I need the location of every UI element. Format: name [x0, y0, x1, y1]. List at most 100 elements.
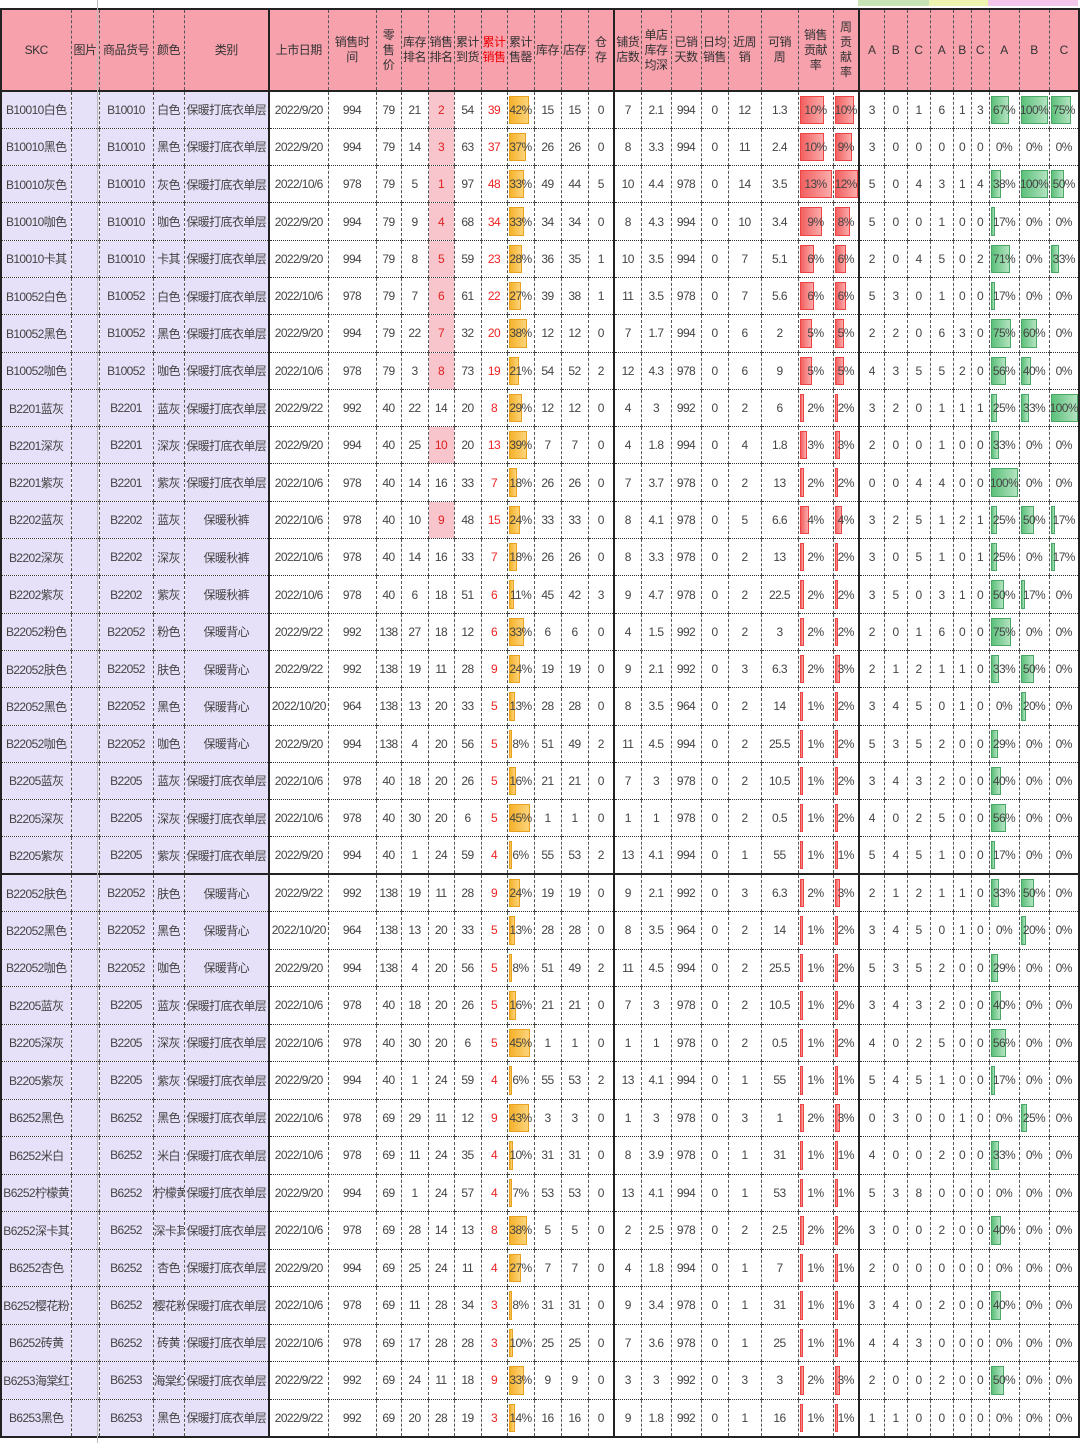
cell-daily-sales[interactable]: 0	[701, 128, 729, 167]
cell-week-sales[interactable]: 1	[728, 1286, 762, 1325]
cell-store-count[interactable]: 2	[614, 1211, 642, 1250]
cell-avg-store-depth[interactable]: 4.3	[641, 202, 672, 241]
cell-sales-rank[interactable]: 9	[428, 501, 455, 540]
cell-days-sold[interactable]: 994	[671, 1174, 702, 1213]
cell-skc[interactable]: B22052黑色	[1, 687, 72, 726]
cell-daily-sales[interactable]: 0	[701, 613, 729, 651]
cell-a2[interactable]: 5	[930, 1024, 954, 1063]
cell-cum-sales[interactable]: 19	[481, 352, 508, 390]
cell-cum-arrival[interactable]: 6	[454, 1024, 482, 1063]
cell-c2[interactable]: 0	[971, 873, 990, 913]
cell-sales-rank[interactable]: 24	[428, 1136, 455, 1175]
cell-c2[interactable]: 0	[971, 1286, 990, 1325]
cell-c1[interactable]: 2	[907, 1024, 931, 1063]
cell-week-sales[interactable]: 3	[728, 1099, 762, 1138]
cell-cum-arrival[interactable]: 48	[454, 501, 482, 540]
cell-c1[interactable]: 0	[907, 426, 931, 465]
cell-c-ratio[interactable]: 0%	[1049, 1286, 1080, 1325]
cell-cum-sales[interactable]: 20	[481, 314, 508, 353]
cell-week-contribution[interactable]: 6%	[833, 240, 860, 278]
cell-c2[interactable]: 0	[971, 725, 990, 763]
cell-sales-rank[interactable]: 6	[428, 277, 455, 316]
cell-cum-arrival[interactable]: 33	[454, 911, 482, 950]
cell-store-count[interactable]: 4	[614, 1249, 642, 1288]
cell-image[interactable]	[71, 650, 100, 689]
cell-cum-sales[interactable]: 34	[481, 202, 508, 241]
cell-cum-arrival[interactable]: 34	[454, 1286, 482, 1325]
cell-week-sales[interactable]: 3	[728, 1361, 762, 1400]
cell-daily-sales[interactable]: 0	[701, 799, 729, 838]
cell-weeks-of-cover[interactable]: 2.5	[761, 1211, 799, 1250]
cell-store-count[interactable]: 9	[614, 873, 642, 913]
cell-cum-sales[interactable]: 6	[481, 613, 508, 651]
cell-stock-rank[interactable]: 11	[401, 1286, 429, 1325]
cell-cum-sales[interactable]: 3	[481, 1286, 508, 1325]
cell-sales-contribution[interactable]: 1%	[798, 836, 834, 875]
cell-b1[interactable]: 0	[884, 128, 908, 167]
cell-stock[interactable]: 33	[534, 501, 562, 540]
cell-cum-sales[interactable]: 15	[481, 501, 508, 540]
cell-skc[interactable]: B6252黑色	[1, 1099, 72, 1138]
cell-skc[interactable]: B2201深灰	[1, 426, 72, 465]
cell-week-contribution[interactable]: 1%	[833, 1286, 860, 1325]
cell-retail-price[interactable]: 138	[376, 725, 402, 763]
cell-cum-sellthrough[interactable]: 45%	[507, 799, 535, 838]
cell-image[interactable]	[71, 1249, 100, 1288]
cell-cum-sellthrough[interactable]: 28%	[507, 240, 535, 278]
cell-b-ratio[interactable]: 0%	[1019, 1061, 1050, 1100]
cell-stock-rank[interactable]: 29	[401, 1099, 429, 1138]
cell-skc[interactable]: B10010卡其	[1, 240, 72, 278]
cell-cum-arrival[interactable]: 57	[454, 1174, 482, 1213]
cell-avg-store-depth[interactable]: 4.5	[641, 949, 672, 988]
cell-week-sales[interactable]: 1	[728, 1249, 762, 1288]
cell-store-count[interactable]: 7	[614, 986, 642, 1025]
header-cum-arrival[interactable]: 累计到货	[454, 9, 482, 92]
cell-weeks-of-cover[interactable]: 6.3	[761, 650, 799, 689]
cell-skc[interactable]: B2205深灰	[1, 1024, 72, 1063]
cell-weeks-of-cover[interactable]: 6	[761, 389, 799, 428]
cell-cum-sales[interactable]: 13	[481, 426, 508, 465]
cell-days-sold[interactable]: 994	[671, 240, 702, 278]
cell-cum-sellthrough[interactable]: 33%	[507, 202, 535, 241]
cell-cum-sellthrough[interactable]: 33%	[507, 613, 535, 651]
cell-store-stock[interactable]: 7	[561, 426, 589, 465]
cell-category[interactable]: 保暖打底衣单层	[184, 1286, 270, 1325]
cell-cum-sellthrough[interactable]: 27%	[507, 277, 535, 316]
cell-daily-sales[interactable]: 0	[701, 1249, 729, 1288]
cell-b1[interactable]: 3	[884, 352, 908, 390]
cell-warehouse-stock[interactable]: 0	[588, 1361, 615, 1400]
cell-avg-store-depth[interactable]: 2.1	[641, 91, 672, 129]
cell-stock[interactable]: 31	[534, 1136, 562, 1175]
cell-a2[interactable]: 5	[930, 799, 954, 838]
cell-sales-contribution[interactable]: 2%	[798, 463, 834, 502]
cell-b-ratio[interactable]: 25%	[1019, 1099, 1050, 1138]
cell-color[interactable]: 紫灰	[153, 575, 185, 614]
cell-product-code[interactable]: B6253	[99, 1399, 154, 1438]
cell-product-code[interactable]: B10052	[99, 314, 154, 353]
cell-cum-sales[interactable]: 48	[481, 165, 508, 204]
cell-b-ratio[interactable]: 0%	[1019, 202, 1050, 241]
cell-b1[interactable]: 4	[884, 762, 908, 801]
cell-image[interactable]	[71, 725, 100, 763]
cell-days-sold[interactable]: 978	[671, 1099, 702, 1138]
cell-stock-rank[interactable]: 13	[401, 687, 429, 726]
cell-days-sold[interactable]: 992	[671, 1361, 702, 1400]
cell-a1[interactable]: 3	[859, 687, 885, 726]
cell-sales-rank[interactable]: 20	[428, 986, 455, 1025]
cell-b-ratio[interactable]: 0%	[1019, 1211, 1050, 1250]
cell-sales-contribution[interactable]: 1%	[798, 725, 834, 763]
cell-color[interactable]: 黑色	[153, 1099, 185, 1138]
cell-week-sales[interactable]: 1	[728, 1136, 762, 1175]
header-avg-store-depth[interactable]: 单店库存均深	[641, 9, 672, 92]
cell-color[interactable]: 咖色	[153, 352, 185, 390]
cell-category[interactable]: 保暖背心	[184, 687, 270, 726]
cell-color[interactable]: 海棠红	[153, 1361, 185, 1400]
cell-week-contribution[interactable]: 2%	[833, 575, 860, 614]
cell-store-count[interactable]: 7	[614, 314, 642, 353]
cell-c-ratio[interactable]: 0%	[1049, 128, 1080, 167]
cell-cum-sales[interactable]: 5	[481, 687, 508, 726]
cell-days-sold[interactable]: 992	[671, 1399, 702, 1438]
cell-cum-sales[interactable]: 5	[481, 949, 508, 988]
cell-b1[interactable]: 1	[884, 1399, 908, 1438]
cell-retail-price[interactable]: 79	[376, 202, 402, 241]
